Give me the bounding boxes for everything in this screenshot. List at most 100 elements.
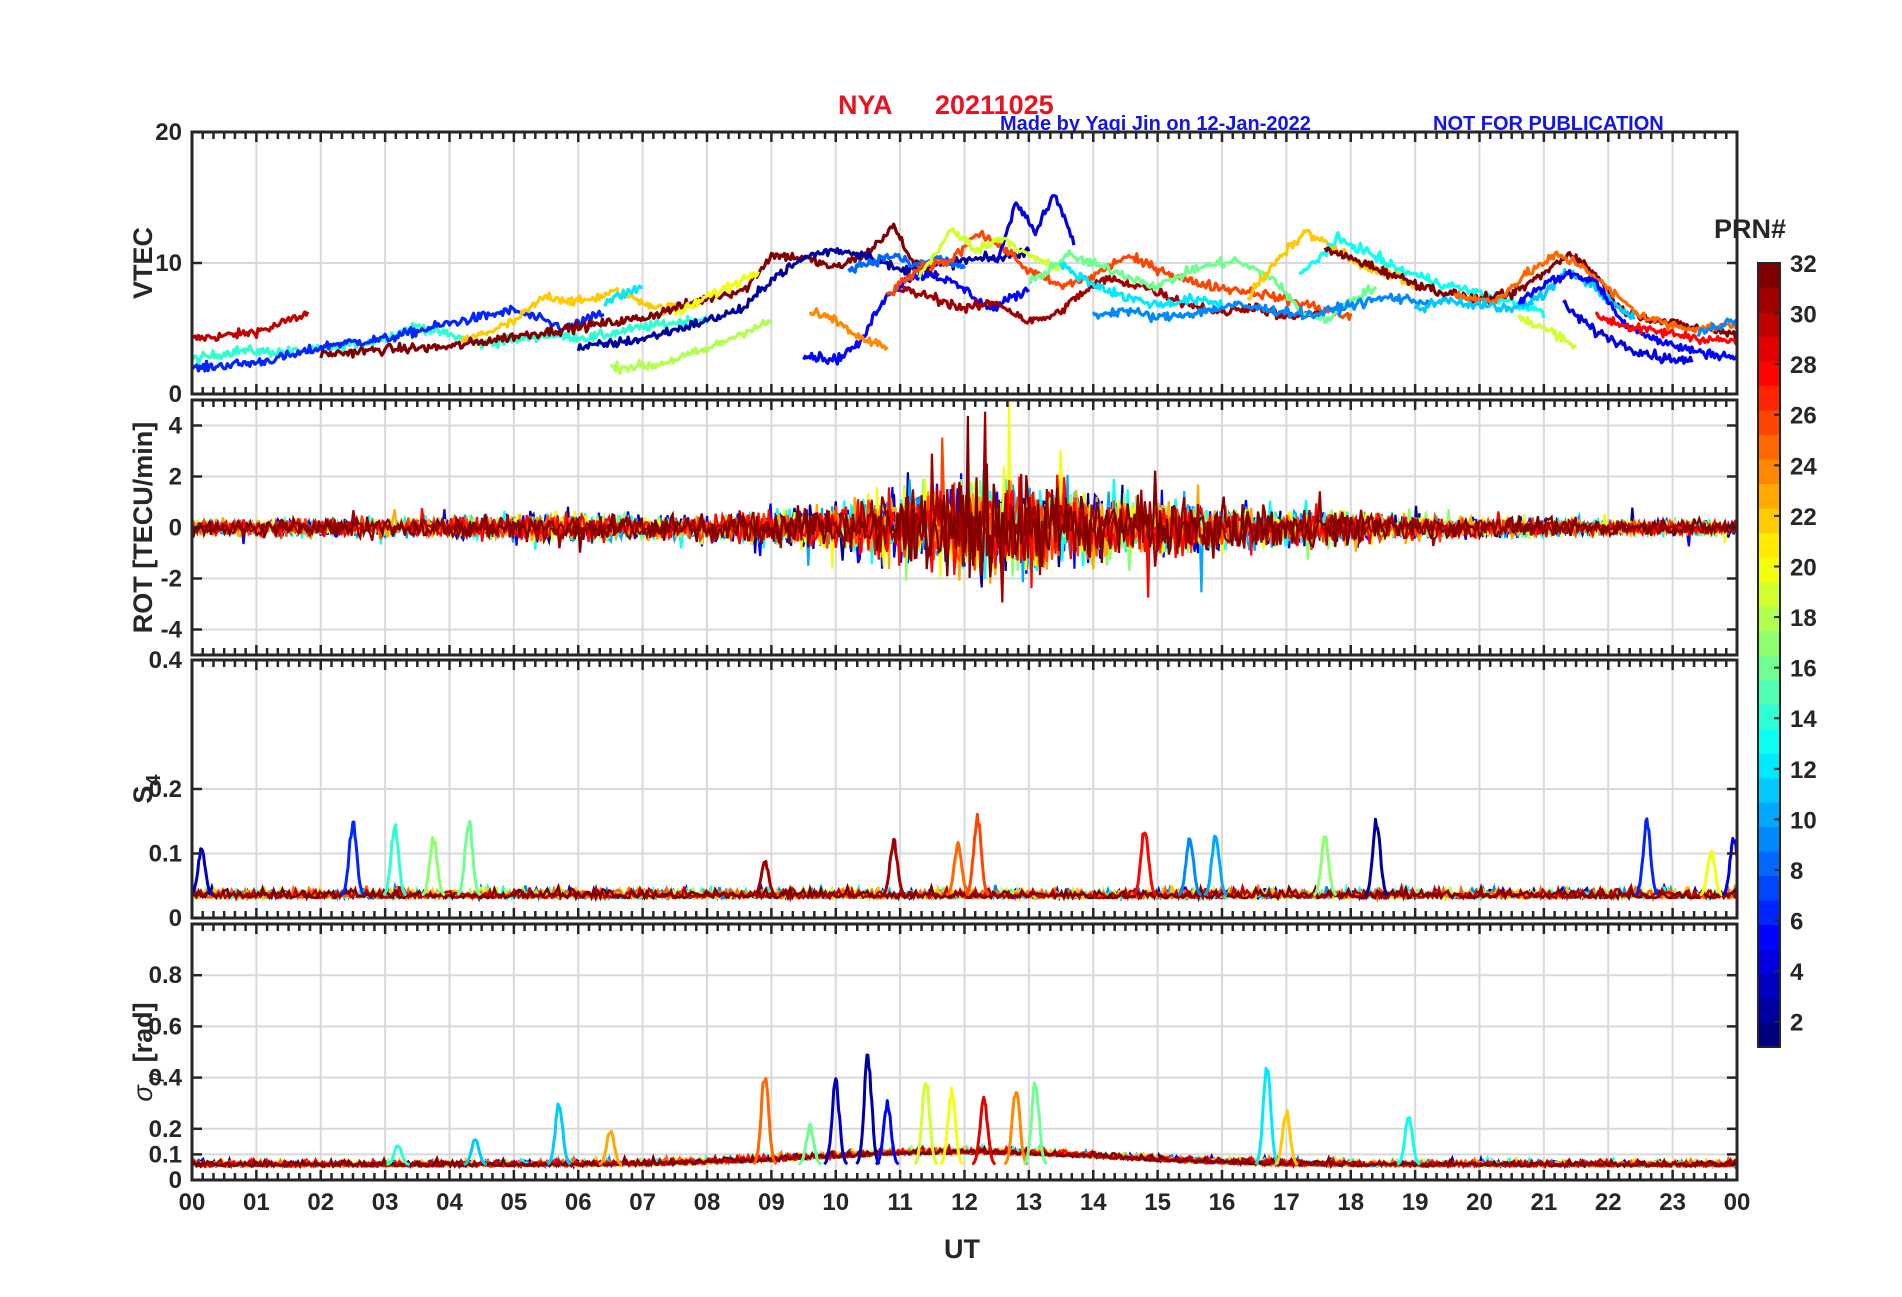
colorbar-segment bbox=[1758, 973, 1780, 999]
colorbar-segment bbox=[1758, 287, 1780, 313]
colorbar-segment bbox=[1758, 336, 1780, 362]
colorbar-tick-label: 22 bbox=[1790, 504, 1817, 531]
x-tick-label: 05 bbox=[501, 1189, 528, 1216]
y-tick-label: 0.2 bbox=[149, 1116, 182, 1143]
sigma_phi-peak-prn-3 bbox=[823, 1077, 849, 1166]
vtec-series-prn-9 bbox=[1091, 292, 1430, 324]
panel-vtec-data bbox=[192, 194, 1737, 375]
panel-s4-ticks bbox=[190, 658, 1739, 920]
colorbar-segment bbox=[1758, 851, 1780, 877]
x-tick-label: 03 bbox=[372, 1189, 399, 1216]
vtec-series-prn-12 bbox=[1059, 261, 1224, 310]
colorbar-segment bbox=[1758, 557, 1780, 583]
x-tick-label: 15 bbox=[1144, 1189, 1171, 1216]
vtec-series-prn-26 bbox=[886, 229, 1353, 321]
colorbar-segment bbox=[1758, 826, 1780, 852]
sigma_phi-peak-prn-16 bbox=[797, 1122, 823, 1166]
x-tick-label: 22 bbox=[1595, 1189, 1622, 1216]
vtec-series-prn-20 bbox=[673, 270, 760, 318]
y-tick-label: 0.4 bbox=[149, 1065, 183, 1092]
vtec-series-prn-4 bbox=[1562, 299, 1694, 365]
y-tick-label: 0 bbox=[169, 515, 182, 542]
colorbar-segment bbox=[1758, 924, 1780, 950]
x-tick-label: 20 bbox=[1466, 1189, 1493, 1216]
colorbar-segment bbox=[1758, 900, 1780, 926]
sigma_phi-peak-prn-29 bbox=[971, 1095, 997, 1166]
panel-rot-data bbox=[192, 402, 1737, 603]
colorbar-segment bbox=[1758, 581, 1780, 607]
colorbar-segment bbox=[1758, 679, 1780, 705]
colorbar-segment bbox=[1758, 630, 1780, 656]
y-tick-label: 4 bbox=[169, 413, 183, 440]
colorbar-segment bbox=[1758, 606, 1780, 632]
colorbar-segment bbox=[1758, 410, 1780, 436]
x-tick-label: 13 bbox=[1016, 1189, 1043, 1216]
colorbar-segment bbox=[1758, 434, 1780, 460]
colorbar-segment bbox=[1758, 532, 1780, 558]
vtec-series-prn-32 bbox=[1323, 246, 1737, 340]
sigma_phi-series-prn-32 bbox=[192, 1144, 1737, 1170]
y-tick-label: -2 bbox=[161, 566, 182, 593]
sigma_phi-peak-prn-20 bbox=[939, 1086, 965, 1166]
colorbar-tick-label: 28 bbox=[1790, 352, 1817, 379]
s4-peak-prn-14 bbox=[382, 823, 408, 897]
panel-s4: 0 0.1 0.2 0.4 S4 bbox=[128, 647, 1739, 932]
colorbar-tick-label: 6 bbox=[1790, 909, 1803, 936]
panel-vtec-ylabel: VTEC bbox=[128, 227, 158, 299]
s4-peak-prn-9 bbox=[1177, 837, 1203, 897]
s4-peak-prn-20 bbox=[1699, 850, 1724, 897]
sigma_phi-peak-prn-11 bbox=[463, 1138, 488, 1166]
colorbar-segment bbox=[1758, 875, 1780, 901]
colorbar-title: PRN# bbox=[1714, 214, 1786, 244]
x-tick-label: 10 bbox=[822, 1189, 849, 1216]
y-tick-label: 0.4 bbox=[149, 647, 183, 674]
x-tick-label: 19 bbox=[1402, 1189, 1429, 1216]
colorbar-tick-label: 2 bbox=[1790, 1010, 1803, 1037]
y-tick-label: 0.8 bbox=[149, 962, 182, 989]
y-tick-label: 0.2 bbox=[149, 776, 182, 803]
y-tick-label: 10 bbox=[155, 250, 182, 277]
s4-peak-prn-17 bbox=[1312, 835, 1338, 897]
x-tick-label: 00 bbox=[179, 1189, 206, 1216]
colorbar-segment bbox=[1758, 385, 1780, 411]
x-tick-label: 14 bbox=[1080, 1189, 1107, 1216]
chart-notice: NOT FOR PUBLICATION bbox=[1433, 113, 1664, 135]
colorbar-tick-label: 32 bbox=[1790, 251, 1817, 278]
sigma_phi-peak-prn-22 bbox=[1274, 1109, 1299, 1166]
x-tick-label: 02 bbox=[307, 1189, 334, 1216]
x-axis-label: UT bbox=[944, 1234, 980, 1264]
s4-peak-prn-6 bbox=[340, 820, 366, 897]
y-tick-label: 0.1 bbox=[149, 1141, 182, 1168]
colorbar-tick-label: 26 bbox=[1790, 403, 1817, 430]
colorbar-tick-label: 20 bbox=[1790, 554, 1817, 581]
panel-rot: -4 -2 0 2 4 ROT [TECU/min] bbox=[128, 398, 1739, 657]
panel-sigma_phi-ylabel: σφ[rad] bbox=[128, 1002, 165, 1101]
chart-title-station: NYA bbox=[838, 90, 893, 120]
colorbar-tick-label: 8 bbox=[1790, 858, 1803, 885]
y-tick-label: 2 bbox=[169, 464, 182, 491]
s4-peak-prn-3 bbox=[192, 847, 214, 897]
sigma_phi-peak-prn-25 bbox=[752, 1076, 778, 1166]
chart-credit: Made by Yaqi Jin on 12-Jan-2022 bbox=[1000, 113, 1311, 135]
colorbar-frame bbox=[1757, 262, 1781, 1048]
colorbar-tick-label: 14 bbox=[1790, 706, 1817, 733]
vtec-series-prn-32 bbox=[319, 222, 940, 359]
rot-series-prn-32 bbox=[192, 415, 1737, 579]
colorbar-tick-label: 18 bbox=[1790, 605, 1817, 632]
s4-peak-prn-31 bbox=[752, 859, 778, 897]
panel-sigma_phi-data bbox=[192, 1053, 1737, 1170]
sigma_phi-peak-prn-19 bbox=[913, 1082, 939, 1166]
panel-vtec: 0 10 20 VTEC bbox=[128, 119, 1739, 408]
colorbar-segment bbox=[1758, 1022, 1780, 1048]
x-tick-label: 07 bbox=[629, 1189, 656, 1216]
panel-rot-ticks bbox=[190, 400, 1739, 655]
s4-peak-prn-10 bbox=[1203, 834, 1228, 897]
x-tick-label: 23 bbox=[1659, 1189, 1686, 1216]
panel-sigma_phi-ticks bbox=[190, 924, 1739, 1182]
y-tick-label: 20 bbox=[155, 119, 182, 146]
sigma_phi-peak-prn-16 bbox=[1022, 1081, 1048, 1166]
vtec-series-prn-16 bbox=[1028, 249, 1378, 324]
s4-peak-prn-4 bbox=[1721, 836, 1737, 897]
vtec-series-prn-4 bbox=[995, 194, 1076, 264]
